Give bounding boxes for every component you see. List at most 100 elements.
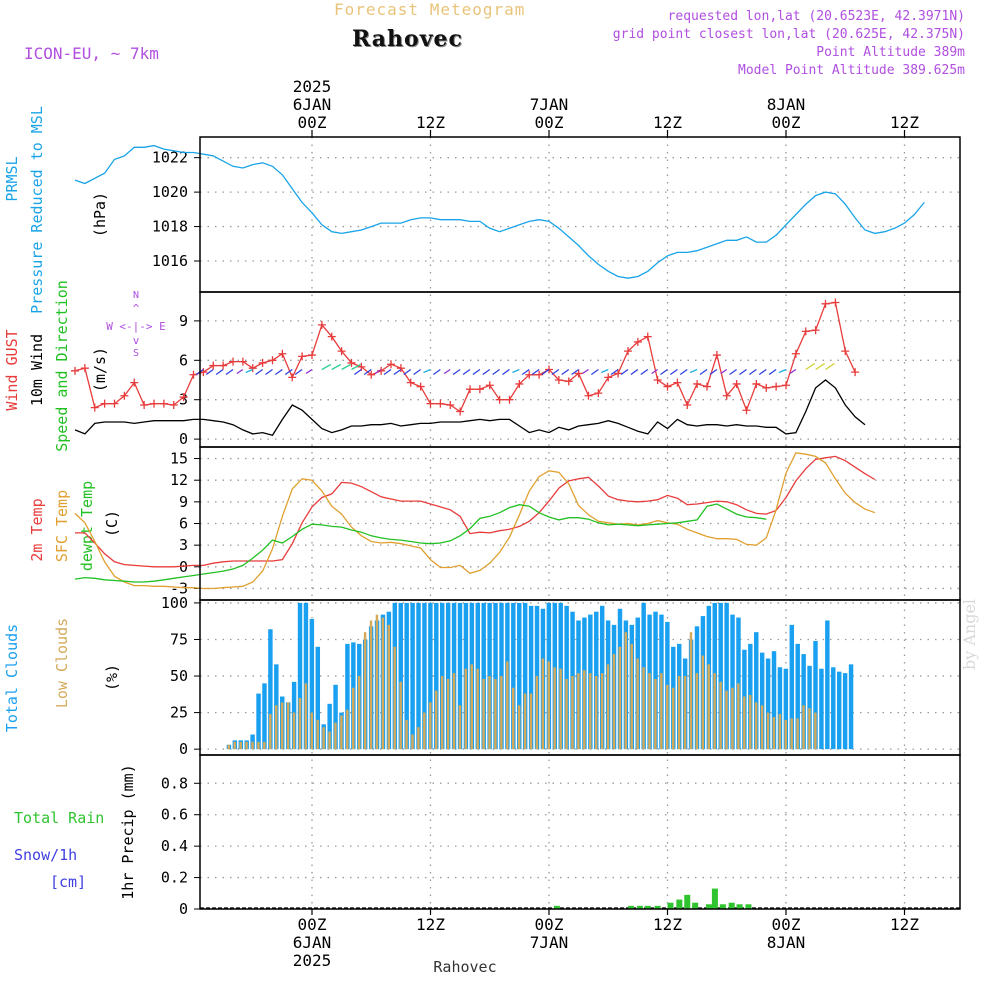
wind-arrow <box>610 368 619 376</box>
bottom-time-label: 12Z <box>653 915 682 934</box>
total-cloud-bar <box>481 602 486 750</box>
wind-arrow <box>255 368 264 376</box>
total-cloud-bar <box>765 658 771 750</box>
y-tick-label: 1018 <box>152 218 188 236</box>
gust-marker <box>762 383 771 392</box>
low-cloud-bar <box>352 687 355 750</box>
precip-frame <box>199 754 961 910</box>
low-cloud-bar <box>571 676 574 750</box>
rain-bar <box>553 905 560 909</box>
y-tick-label: 1020 <box>152 183 188 201</box>
rain-bar <box>745 904 752 909</box>
gust-marker <box>643 332 652 341</box>
low-cloud-bar <box>251 741 254 750</box>
rain-bar <box>692 902 699 909</box>
bottom-time-label: 6JAN <box>293 933 332 952</box>
gust-marker <box>594 389 603 398</box>
wind-arrow <box>492 368 501 376</box>
top-time-label: 12Z <box>416 113 445 132</box>
gust-marker <box>703 382 711 391</box>
y-axis-label: (%) <box>103 664 121 691</box>
total-cloud-bar <box>759 652 765 750</box>
top-time-label: 00Z <box>535 113 564 132</box>
low-cloud-bar <box>523 693 527 750</box>
total-cloud-bar <box>801 654 806 750</box>
low-cloud-bar <box>375 614 379 750</box>
low-cloud-bar <box>239 741 242 750</box>
gust-marker <box>554 376 563 385</box>
low-cloud-bar <box>565 678 568 750</box>
series-label: Speed and Direction <box>53 280 71 452</box>
low-cloud-bar <box>304 683 308 750</box>
gust-marker <box>505 395 514 404</box>
gust-marker <box>564 377 573 386</box>
total-cloud-bar <box>831 667 836 750</box>
low-cloud-bar <box>766 712 770 750</box>
wind-arrow <box>443 368 451 375</box>
gust-marker <box>80 364 89 373</box>
total-cloud-bar <box>445 602 451 750</box>
model-name: ICON-EU, ~ 7km <box>24 44 159 63</box>
low-cloud-bar <box>470 664 473 750</box>
wind-arrow <box>651 368 658 375</box>
wind-arrow <box>640 368 649 376</box>
wind-arrow <box>630 368 639 376</box>
wind-gust-line <box>74 301 856 413</box>
low-cloud-bar <box>464 668 468 750</box>
y-tick-label: 9 <box>179 312 188 330</box>
total-cloud-bar <box>842 673 848 750</box>
wind-arrow <box>620 368 629 376</box>
low-cloud-bar <box>328 731 331 750</box>
wind-arrow <box>720 368 728 375</box>
gust-marker <box>821 299 830 308</box>
low-cloud-bar <box>689 632 693 750</box>
compass-n: N <box>133 290 139 301</box>
low-cloud-bar <box>494 678 497 750</box>
wind-arrow <box>472 368 481 376</box>
low-cloud-bar <box>263 741 266 750</box>
low-cloud-bar <box>606 664 610 750</box>
top-time-label: 7JAN <box>530 95 569 114</box>
gust-marker <box>219 361 228 370</box>
low-cloud-bar <box>476 668 479 750</box>
gust-marker <box>110 399 119 408</box>
location-name: Rahovec <box>352 26 463 52</box>
gust-marker <box>791 349 800 358</box>
rain-bar <box>644 905 651 909</box>
low-cloud-bar <box>760 705 764 750</box>
gust-marker <box>396 364 405 373</box>
wind-arrow <box>205 368 214 376</box>
wind-arrow <box>748 368 757 376</box>
gust-marker <box>525 370 534 379</box>
low-cloud-bar <box>701 655 705 750</box>
sfc-temp-line <box>74 452 876 590</box>
precip-panel: 0 0.2 0.4 0.6 0.8 1hr Precip (mm) Total Rain Sn… <box>14 754 961 918</box>
low-cloud-bar <box>357 676 361 750</box>
rain-bar <box>636 905 643 909</box>
series-label: Pressure Reduced to MSL <box>28 106 46 314</box>
gust-marker <box>278 349 287 358</box>
rain-bar <box>684 894 691 909</box>
gust-marker <box>71 366 79 375</box>
wind-arrow <box>353 368 362 376</box>
low-cloud-bar <box>814 712 817 750</box>
low-cloud-bar <box>488 676 491 750</box>
gust-marker <box>159 399 168 408</box>
gust-marker <box>90 403 99 412</box>
gust-marker <box>653 376 662 385</box>
wind-arrow <box>502 368 510 376</box>
low-cloud-bar <box>743 696 746 750</box>
series-label: PRMSL <box>3 156 21 201</box>
low-cloud-bar <box>245 741 248 750</box>
wind-arrow <box>462 368 471 376</box>
wind-arrow <box>551 368 560 376</box>
low-cloud-bar <box>547 661 550 750</box>
low-cloud-bar <box>269 714 272 750</box>
rain-bar <box>654 905 661 909</box>
low-cloud-bar <box>393 646 396 750</box>
low-cloud-bar <box>452 673 456 750</box>
gust-marker <box>308 351 316 360</box>
wind-arrow <box>768 368 777 376</box>
series-label: Total Rain <box>14 809 104 827</box>
y-tick-label: 9 <box>179 493 188 511</box>
